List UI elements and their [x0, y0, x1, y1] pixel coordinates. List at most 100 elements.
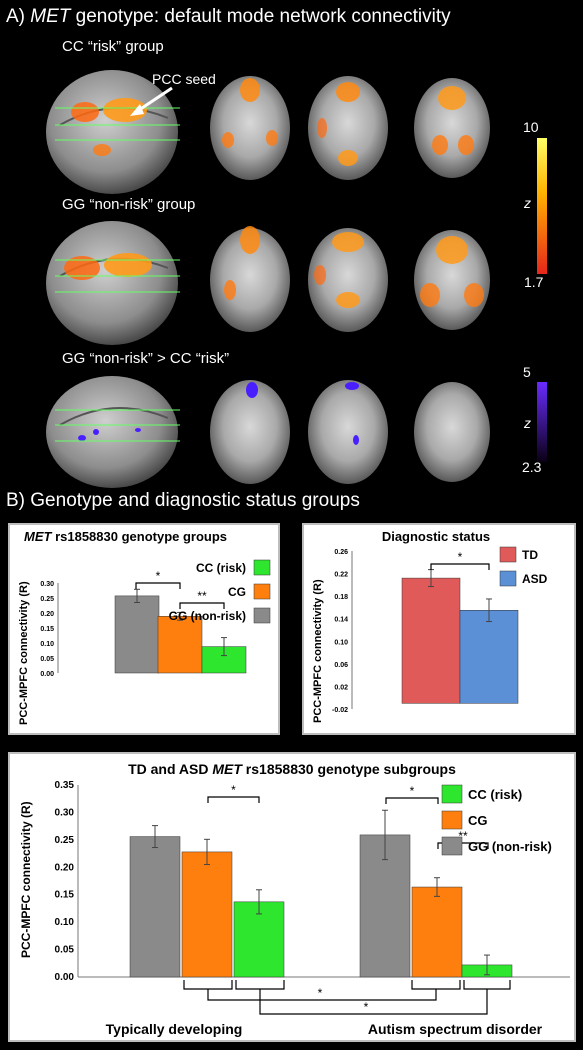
- y-tick-label: 0.05: [55, 945, 75, 956]
- bar-typically-gg-non-risk-: [129, 836, 181, 978]
- row3-sagittal-brain: [46, 376, 180, 488]
- bar-cg: [157, 616, 203, 674]
- legend-swatch: [441, 810, 463, 830]
- chart3-svg: TD and ASD MET rs1858830 genotype subgro…: [19, 761, 570, 1037]
- colorbar2-min: 2.3: [522, 459, 542, 475]
- bar-gg-non-risk-: [114, 595, 160, 674]
- y-tick-label: 0.05: [40, 656, 54, 663]
- row1-axial-brain-1: [210, 76, 290, 180]
- chart3-ylabel: PCC-MPFC connectivity (R): [19, 801, 33, 958]
- y-tick-label: 0.30: [40, 581, 54, 588]
- group-bracket: [411, 980, 461, 990]
- chart-td-asd-subgroups: TD and ASD MET rs1858830 genotype subgro…: [8, 752, 576, 1042]
- colorbar-hot: [537, 138, 547, 274]
- y-tick-label: 0.02: [334, 684, 348, 691]
- bar-typically-cg: [181, 851, 233, 978]
- bar-asd: [459, 610, 519, 704]
- significance-bracket: [207, 796, 260, 803]
- significance-marker: *: [318, 986, 323, 1000]
- y-tick-label: 0.20: [55, 862, 75, 873]
- row-label-gg-vs-cc: GG “non-risk” > CC “risk”: [62, 350, 230, 367]
- colorbar1-max: 10: [523, 119, 539, 135]
- significance-marker: **: [197, 589, 207, 603]
- chart1-title-rest: rs1858830 genotype groups: [51, 529, 227, 544]
- colorbar2-max: 5: [523, 364, 531, 380]
- group-bracket: [183, 980, 233, 990]
- legend-label: CC (risk): [196, 561, 246, 575]
- chart1-ylabel: PCC-MPFC connectivity (R): [18, 581, 30, 725]
- chart2-svg: Diagnostic status PCC-MPFC connectivity (…: [312, 529, 548, 723]
- brain-images: PCC seed 10 z 1.7: [46, 70, 547, 488]
- significance-marker: *: [231, 783, 236, 797]
- colorbar-purple: [537, 382, 547, 462]
- row-label-cc-risk: CC “risk” group: [62, 38, 164, 55]
- pcc-seed-label: PCC seed: [152, 71, 216, 87]
- significance-marker: *: [458, 550, 463, 564]
- significance-bracket: [437, 842, 489, 849]
- colorbar1-axis: z: [523, 195, 531, 211]
- colorbar2-axis: z: [523, 415, 531, 431]
- chart1-svg: MET rs1858830 genotype groups PCC-MPFC co…: [18, 529, 271, 725]
- cross-group-bracket: [207, 989, 437, 1001]
- y-tick-label: 0.00: [40, 671, 54, 678]
- y-tick-label: 0.06: [334, 662, 348, 669]
- panel-a-gene: MET: [30, 6, 71, 27]
- bar-td: [401, 577, 461, 704]
- legend-swatch: [499, 570, 517, 587]
- y-tick-label: 0.00: [55, 972, 75, 983]
- row2-axial-brain-3: [414, 230, 490, 330]
- y-tick-label: 0.30: [55, 807, 75, 818]
- significance-marker: *: [364, 1000, 369, 1014]
- bar-autism-cg: [411, 886, 463, 978]
- y-tick-label: 0.26: [334, 549, 348, 556]
- chart3-title-rest: rs1858830 genotype subgroups: [242, 761, 456, 777]
- row2-sagittal-brain: [46, 221, 180, 345]
- chart3-title: TD and ASD MET rs1858830 genotype subgro…: [128, 761, 456, 777]
- y-tick-label: 0.10: [40, 641, 54, 648]
- legend-label: CG: [228, 585, 246, 599]
- row2-axial-brain-2: [308, 228, 388, 332]
- legend-label: CG: [468, 813, 488, 828]
- significance-bracket: [385, 797, 439, 804]
- row1-sagittal-brain: [46, 70, 180, 194]
- y-tick-label: 0.10: [334, 639, 348, 646]
- panel-a-title: A) MET genotype: default mode network co…: [6, 6, 451, 28]
- legend-label: GG (non-risk): [169, 609, 246, 623]
- legend-swatch: [499, 546, 517, 563]
- legend-swatch: [253, 607, 271, 624]
- y-tick-label: 0.25: [55, 835, 75, 846]
- y-tick-label: 0.20: [40, 611, 54, 618]
- chart3-title-pre: TD and ASD: [128, 761, 212, 777]
- group-bracket: [235, 980, 285, 990]
- legend-swatch: [441, 836, 463, 856]
- significance-bracket: [430, 563, 490, 570]
- panel-a-title-rest: genotype: default mode network connectiv…: [70, 6, 451, 27]
- chart1-title: MET rs1858830 genotype groups: [24, 529, 227, 544]
- significance-marker: **: [458, 829, 468, 843]
- significance-marker: *: [410, 784, 415, 798]
- legend-label: ASD: [522, 572, 548, 586]
- chart3-title-gene: MET: [212, 761, 243, 777]
- chart1-title-gene: MET: [24, 529, 53, 544]
- y-tick-label: 0.15: [40, 626, 54, 633]
- legend-swatch: [253, 583, 271, 600]
- significance-bracket: [135, 582, 181, 589]
- row-label-gg-nonrisk: GG “non-risk” group: [62, 196, 196, 213]
- chart-genotype-groups: MET rs1858830 genotype groups PCC-MPFC co…: [8, 523, 280, 735]
- group-label-td: Typically developing: [106, 1021, 243, 1037]
- legend-label: CC (risk): [468, 787, 522, 802]
- row3-axial-brain-1: [210, 380, 290, 484]
- row3-axial-brain-2: [308, 380, 388, 484]
- y-tick-label: 0.14: [334, 617, 348, 624]
- legend-label: TD: [522, 548, 538, 562]
- group-bracket: [463, 980, 511, 990]
- legend-swatch: [441, 784, 463, 804]
- y-tick-label: -0.02: [332, 707, 348, 714]
- y-tick-label: 0.15: [55, 890, 75, 901]
- legend-label: GG (non-risk): [468, 839, 552, 854]
- panel-a-prefix: A): [6, 6, 31, 27]
- y-tick-label: 0.35: [55, 780, 75, 791]
- cross-group-bracket: [259, 989, 488, 1015]
- y-tick-label: 0.10: [55, 917, 75, 928]
- chart2-ylabel: PCC-MPFC connectivity (R): [312, 579, 324, 723]
